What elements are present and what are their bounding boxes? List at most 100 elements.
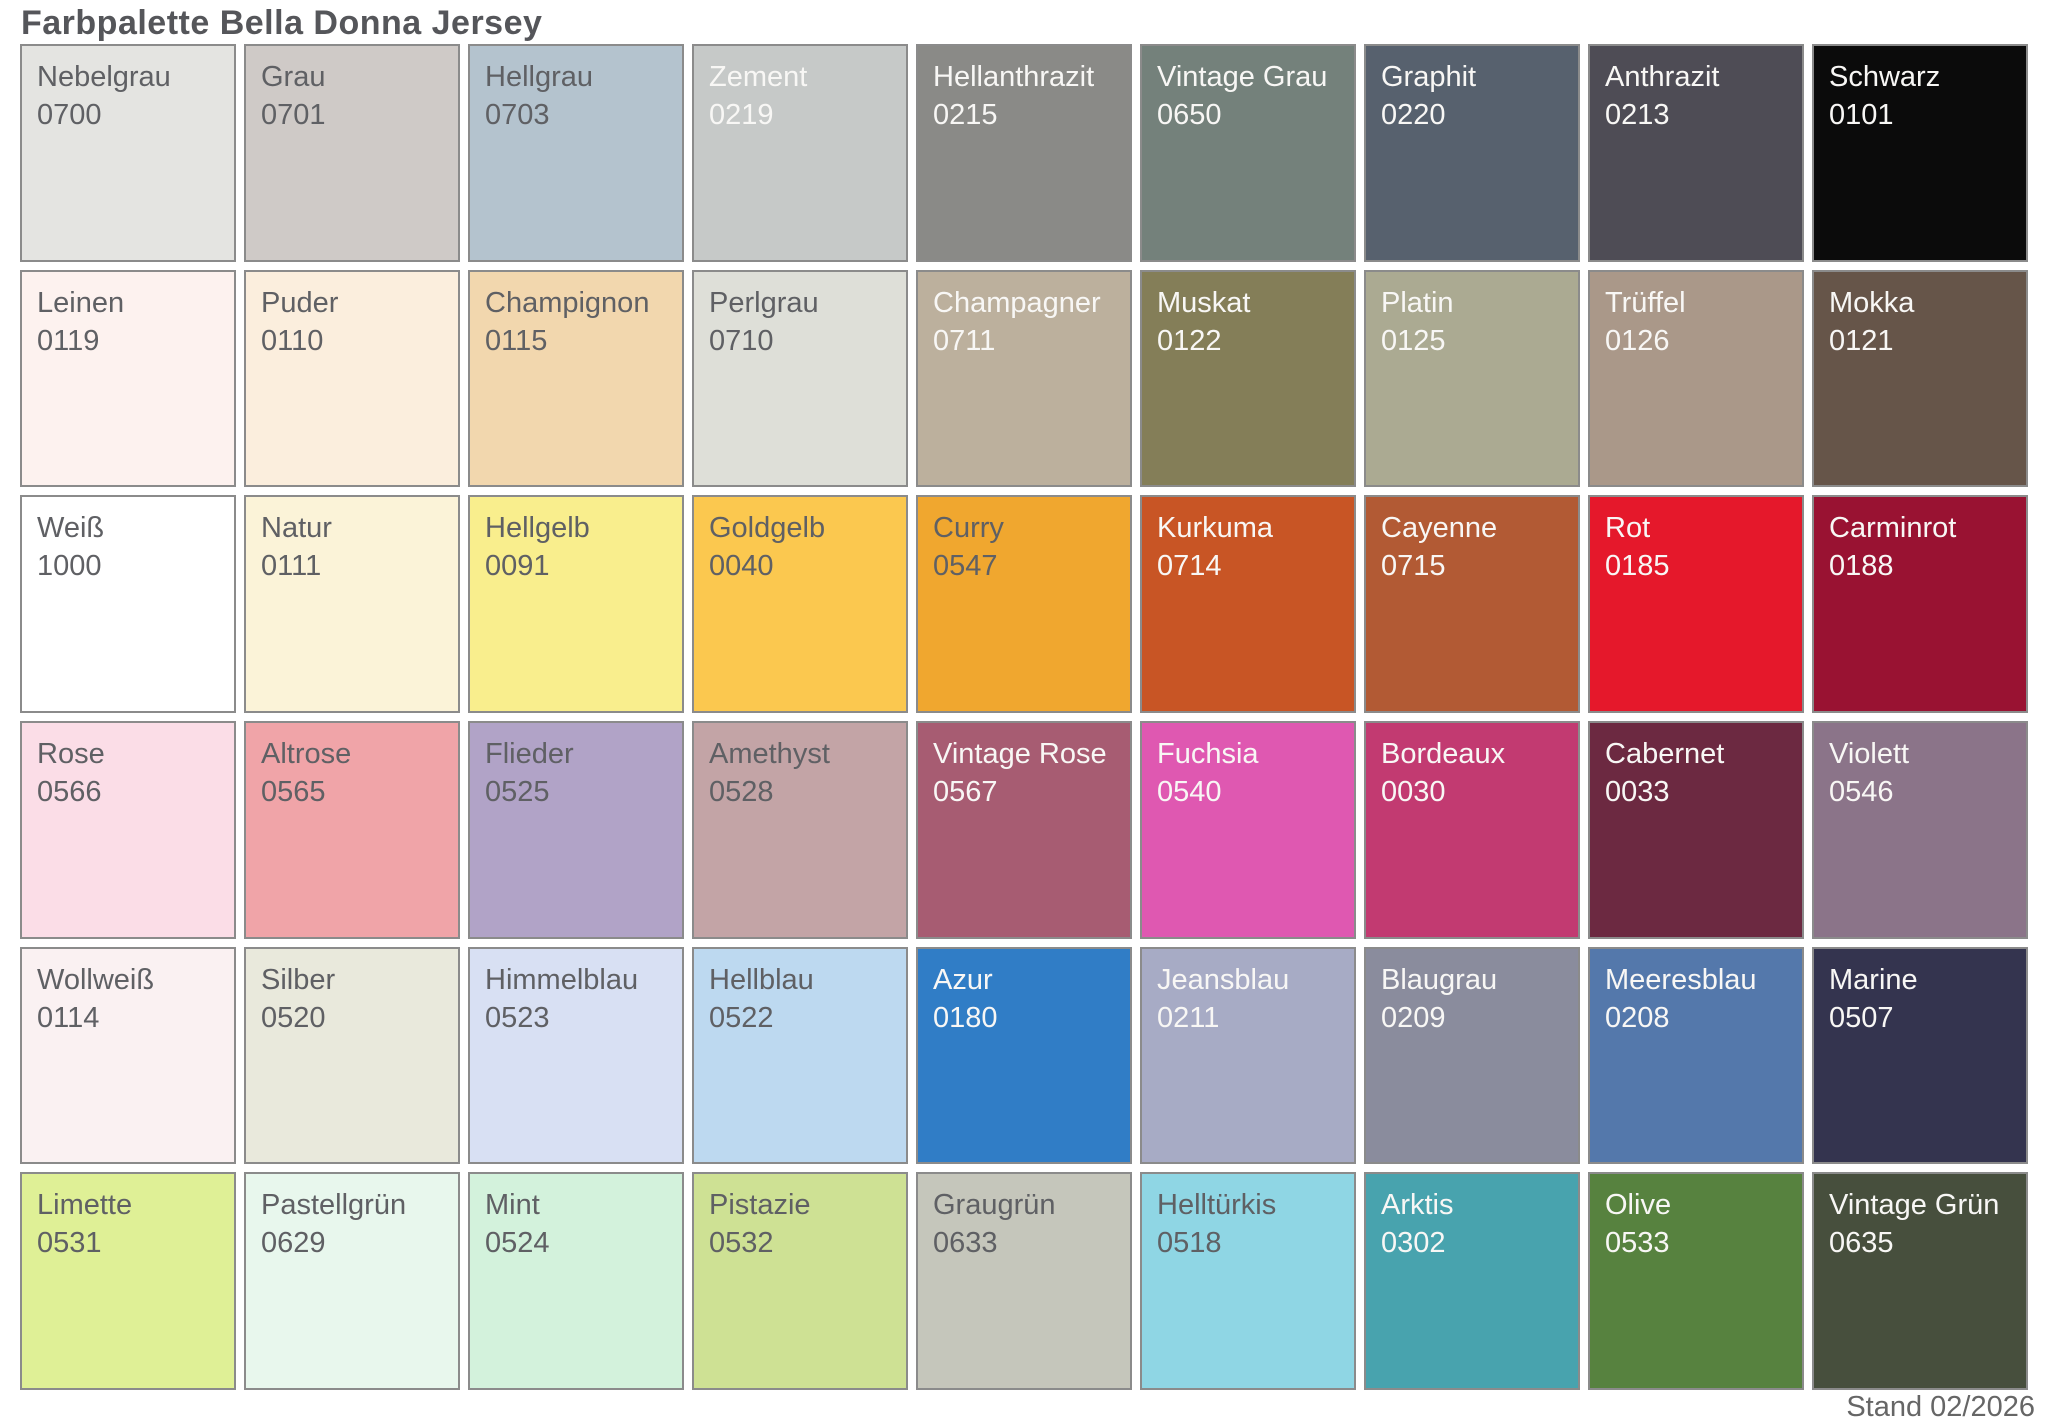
swatch-name: Vintage Rose [933, 738, 1107, 770]
swatch-name: Champagner [933, 286, 1101, 319]
color-swatch: Nebelgrau 0700 [20, 44, 236, 262]
color-swatch: Carminrot 0188 [1812, 495, 2028, 713]
swatch-name: Hellanthrazit [933, 61, 1095, 93]
swatch-code: 0533 [1605, 1227, 1670, 1260]
swatch-code: 0302 [1381, 1227, 1446, 1260]
swatch-name: Meeresblau [1605, 963, 1757, 996]
color-swatch: Muskat 0122 [1140, 269, 1356, 488]
swatch-code: 0523 [485, 1001, 550, 1034]
swatch-name: Violett [1829, 738, 1910, 770]
swatch-code: 0531 [37, 1227, 102, 1260]
swatch-name: Vintage Grün [1829, 1189, 2000, 1222]
color-swatch: Meeresblau 0208 [1588, 946, 1804, 1165]
swatch-code: 0211 [1157, 1001, 1220, 1034]
swatch-name: Leinen [37, 286, 125, 319]
swatch-name: Carminrot [1829, 512, 1957, 545]
color-swatch: Altrose 0565 [244, 721, 460, 939]
swatch-name: Curry [933, 512, 1004, 545]
swatch-code: 0101 [1829, 99, 1894, 131]
swatch-name: Helltürkis [1157, 1189, 1277, 1222]
swatch-name: Hellgelb [485, 512, 590, 545]
swatch-code: 0700 [37, 99, 102, 131]
swatch-name: Mint [485, 1189, 540, 1222]
swatch-name: Trüffel [1605, 286, 1686, 319]
color-swatch: Pastellgrün 0629 [244, 1172, 460, 1390]
swatch-code: 1000 [37, 550, 102, 583]
color-swatch: Vintage Grün 0635 [1812, 1172, 2028, 1390]
color-swatch: Rose 0566 [20, 721, 236, 939]
swatch-code: 0188 [1829, 550, 1894, 583]
color-swatch: Trüffel 0126 [1588, 269, 1804, 488]
swatch-name: Arktis [1381, 1189, 1454, 1222]
swatch-name: Nebelgrau [37, 61, 171, 93]
swatch-name: Jeansblau [1157, 963, 1290, 996]
swatch-code: 0701 [261, 99, 326, 131]
color-swatch: Blaugrau 0209 [1364, 946, 1580, 1165]
color-swatch: Kurkuma 0714 [1140, 495, 1356, 713]
swatch-code: 0122 [1157, 324, 1222, 357]
color-swatch: Vintage Grau 0650 [1140, 44, 1356, 262]
swatch-code: 0566 [37, 776, 102, 808]
color-swatch: Marine 0507 [1812, 946, 2028, 1165]
swatch-code: 0213 [1605, 99, 1670, 131]
color-swatch: Hellanthrazit 0215 [916, 44, 1132, 262]
color-swatch: Schwarz 0101 [1812, 44, 2028, 262]
color-swatch: Flieder 0525 [468, 721, 684, 939]
swatch-name: Anthrazit [1605, 61, 1720, 93]
swatch-code: 0185 [1605, 550, 1670, 583]
swatch-code: 0567 [933, 776, 998, 808]
color-swatch: Cayenne 0715 [1364, 495, 1580, 713]
swatch-name: Weiß [37, 512, 105, 545]
color-swatch: Anthrazit 0213 [1588, 44, 1804, 262]
swatch-name: Blaugrau [1381, 963, 1498, 996]
color-swatch: Perlgrau 0710 [692, 269, 908, 488]
swatch-code: 0546 [1829, 776, 1894, 808]
swatch-code: 0547 [933, 550, 998, 583]
color-swatch: Cabernet 0033 [1588, 721, 1804, 939]
color-swatch: Violett 0546 [1812, 721, 2028, 939]
color-swatch: Platin 0125 [1364, 269, 1580, 488]
swatch-name: Amethyst [709, 738, 830, 770]
swatch-name: Graugrün [933, 1189, 1056, 1222]
color-swatch: Olive 0533 [1588, 1172, 1804, 1390]
swatch-name: Limette [37, 1189, 133, 1222]
color-swatch: Weiß 1000 [20, 495, 236, 713]
swatch-code: 0180 [933, 1001, 998, 1034]
swatch-name: Goldgelb [709, 512, 826, 545]
swatch-name: Mokka [1829, 286, 1915, 319]
swatch-code: 0115 [485, 324, 548, 357]
swatch-code: 0114 [37, 1001, 100, 1034]
swatch-code: 0209 [1381, 1001, 1446, 1034]
swatch-name: Schwarz [1829, 61, 1941, 93]
color-swatch: Zement 0219 [692, 44, 908, 262]
swatch-name: Platin [1381, 286, 1454, 319]
swatch-code: 0208 [1605, 1001, 1670, 1034]
swatch-code: 0033 [1605, 776, 1670, 808]
swatch-name: Perlgrau [709, 286, 819, 319]
swatch-name: Marine [1829, 963, 1918, 996]
color-swatch: Hellgrau 0703 [468, 44, 684, 262]
color-swatch: Amethyst 0528 [692, 721, 908, 939]
page-title: Farbpalette Bella Donna Jersey [21, 4, 543, 42]
color-swatch: Leinen 0119 [20, 269, 236, 488]
color-swatch-grid: Nebelgrau 0700 Grau 0701 Hellgrau 0703 Z… [20, 44, 2028, 1390]
color-swatch: Bordeaux 0030 [1364, 721, 1580, 939]
color-swatch: Vintage Rose 0567 [916, 721, 1132, 939]
swatch-code: 0507 [1829, 1001, 1894, 1034]
swatch-name: Hellblau [709, 963, 814, 996]
swatch-code: 0715 [1381, 550, 1446, 583]
swatch-code: 0703 [485, 99, 550, 131]
color-swatch: Goldgelb 0040 [692, 495, 908, 713]
color-swatch: Champagner 0711 [916, 269, 1132, 488]
swatch-code: 0629 [261, 1227, 326, 1260]
swatch-code: 0520 [261, 1001, 326, 1034]
swatch-name: Kurkuma [1157, 512, 1274, 545]
color-swatch: Graphit 0220 [1364, 44, 1580, 262]
color-swatch: Arktis 0302 [1364, 1172, 1580, 1390]
swatch-code: 0215 [933, 99, 998, 131]
swatch-name: Pistazie [709, 1189, 811, 1222]
color-swatch: Natur 0111 [244, 495, 460, 713]
color-swatch: Jeansblau 0211 [1140, 946, 1356, 1165]
footer-date: Stand 02/2026 [1846, 1391, 2035, 1423]
swatch-name: Rose [37, 738, 105, 770]
